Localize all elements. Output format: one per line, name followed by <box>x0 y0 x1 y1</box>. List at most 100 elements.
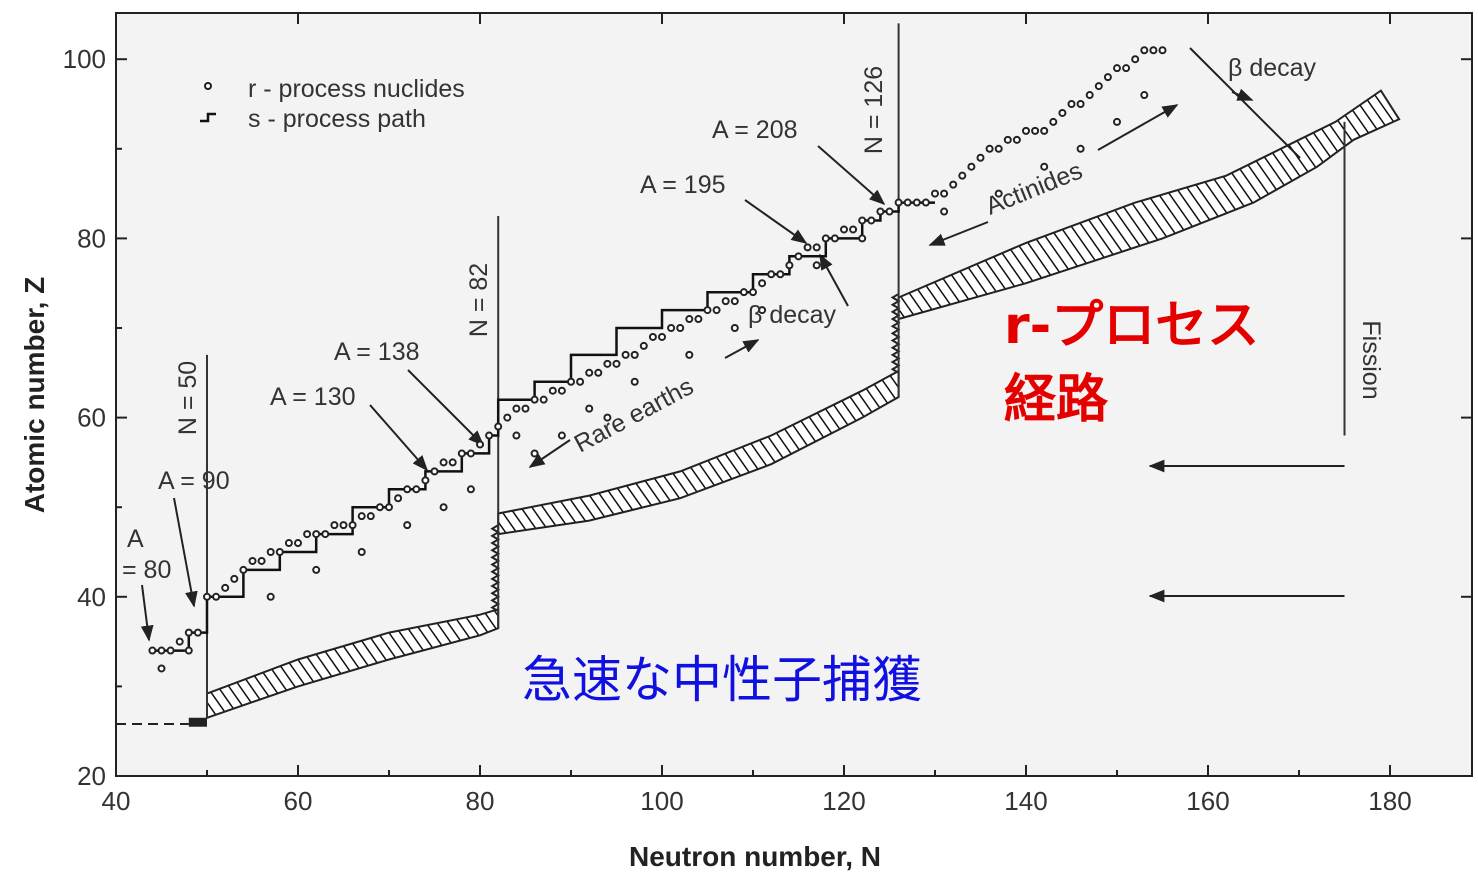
r-process-point <box>921 198 930 207</box>
r-process-point <box>184 628 193 637</box>
y-axis-title: Atomic number, Z <box>19 277 50 513</box>
r-process-point <box>685 315 694 324</box>
r-process-point <box>794 252 803 261</box>
rapid-neutron-capture-label: 急速な中性子捕獲 <box>522 651 922 709</box>
r-process-point <box>485 431 494 440</box>
annotation-n-82: N = 82 <box>465 263 493 337</box>
neutron-capture-bands <box>116 89 1401 727</box>
r-process-point <box>1003 135 1012 144</box>
y-tick-label: 20 <box>77 761 106 791</box>
annotation-a: A <box>127 525 144 553</box>
r-process-point <box>557 431 566 440</box>
r-process-path-label-line1: r-プロセス <box>1004 296 1259 356</box>
arrow-a208 <box>817 145 886 206</box>
r-process-point <box>1113 64 1121 73</box>
seed-block <box>188 717 207 727</box>
r-process-point <box>1140 91 1149 100</box>
r-process-point <box>812 243 821 252</box>
x-tick-label: 60 <box>284 786 313 816</box>
r-process-point <box>821 234 830 243</box>
arrow-rare-earths-right <box>724 339 760 359</box>
r-process-point <box>667 324 676 332</box>
r-process-point <box>894 198 903 207</box>
legend-r-process-label: r - process nuclides <box>248 75 465 103</box>
x-axis-title: Neutron number, N <box>629 841 881 872</box>
r-process-point <box>330 521 339 530</box>
r-process-point <box>594 368 603 377</box>
legend-s-process-label: s - process path <box>248 105 426 133</box>
r-process-point <box>903 198 912 207</box>
r-process-point <box>421 476 430 485</box>
r-process-point <box>867 216 876 225</box>
x-tick-label: 140 <box>1004 786 1047 816</box>
annotation-a-195: A = 195 <box>640 171 726 199</box>
r-process-point <box>985 144 994 153</box>
r-process-point <box>1113 117 1121 126</box>
arrow-rare-earths-left <box>528 439 571 468</box>
r-process-point <box>448 458 457 467</box>
r-process-point <box>548 386 557 395</box>
r-process-point <box>503 413 512 422</box>
r-process-point <box>530 449 539 458</box>
annotation-n-50: N = 50 <box>174 361 202 435</box>
r-process-point <box>530 395 539 404</box>
r-process-point <box>812 261 821 270</box>
r-process-point <box>403 521 412 530</box>
x-tick-label: 100 <box>640 786 683 816</box>
r-process-point <box>348 521 357 530</box>
r-process-point <box>1076 100 1085 108</box>
r-process-point <box>1022 126 1030 135</box>
beta-decay-2-line <box>1189 47 1301 159</box>
x-tick-label: 180 <box>1368 786 1411 816</box>
annotation-beta-decay: β decay <box>748 301 837 329</box>
r-process-point <box>394 494 403 503</box>
legend-r-process-marker <box>204 82 212 90</box>
r-process-point <box>603 359 612 368</box>
r-process-point <box>758 279 767 288</box>
r-process-point <box>203 592 211 601</box>
r-process-point <box>294 539 302 548</box>
r-process-point <box>321 530 330 539</box>
r-process-point <box>585 368 594 377</box>
annotation-a-208: A = 208 <box>712 116 798 144</box>
r-process-point <box>639 341 648 350</box>
r-process-point <box>940 189 949 198</box>
arrow-a130 <box>369 404 429 472</box>
r-process-point <box>976 153 985 162</box>
arrow-a80 <box>140 584 154 642</box>
r-process-point <box>603 413 612 422</box>
r-process-point <box>366 512 375 521</box>
r-process-point <box>749 288 757 297</box>
r-process-point <box>739 288 748 297</box>
annotation--80: = 80 <box>122 556 171 584</box>
r-process-point <box>275 548 284 556</box>
r-process-point <box>466 449 475 458</box>
capture-band-segment-3 <box>897 89 1401 321</box>
arrow-actinides-right <box>1097 104 1179 151</box>
annotation-a-130: A = 130 <box>270 383 356 411</box>
r-process-point <box>430 467 439 476</box>
r-process-point <box>703 306 712 315</box>
annotation-a-90: A = 90 <box>158 467 230 495</box>
r-process-point <box>375 503 384 512</box>
r-process-point <box>357 512 366 521</box>
r-process-point <box>1122 64 1131 73</box>
r-process-nuclides <box>148 46 1167 673</box>
arrow-a90 <box>173 497 198 608</box>
r-process-point <box>1058 108 1067 117</box>
r-process-point <box>266 548 275 556</box>
r-process-point <box>184 646 193 655</box>
x-tick-label: 160 <box>1186 786 1229 816</box>
r-process-point <box>439 458 448 467</box>
r-process-point <box>175 637 184 646</box>
r-process-point <box>730 297 739 306</box>
r-process-point <box>994 144 1003 153</box>
annotation-fission: Fission <box>1357 320 1385 399</box>
r-process-point <box>912 198 921 207</box>
x-tick-label: 80 <box>466 786 495 816</box>
arrow-a138 <box>407 369 485 447</box>
r-process-point <box>166 646 175 655</box>
r-process-point <box>303 530 312 539</box>
r-process-point <box>858 216 867 225</box>
